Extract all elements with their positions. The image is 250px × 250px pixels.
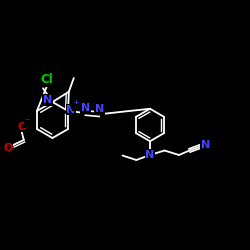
Text: N: N [81,103,90,113]
Text: N: N [66,105,76,115]
Text: ⁻: ⁻ [24,118,29,128]
Text: N: N [146,150,154,160]
Text: ⁺: ⁺ [73,100,78,110]
Text: N: N [43,95,52,105]
Text: Cl: Cl [40,73,53,86]
Text: O: O [4,143,13,153]
Text: N: N [201,140,210,150]
Text: O: O [18,122,27,132]
Text: N: N [95,104,104,114]
